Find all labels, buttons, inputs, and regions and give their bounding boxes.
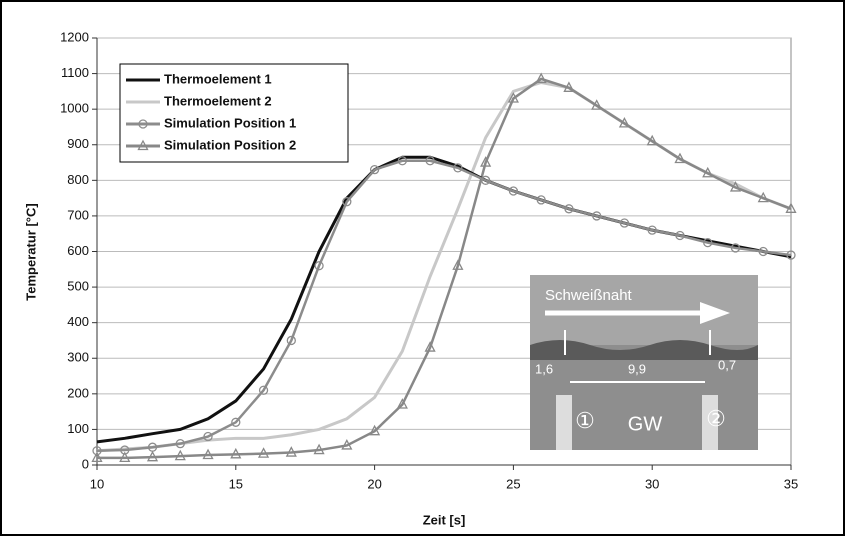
- marker: [147, 442, 158, 452]
- marker: [647, 225, 657, 235]
- marker: [453, 163, 463, 173]
- marker: [730, 243, 741, 253]
- y-tick-label: 200: [67, 385, 89, 400]
- marker: [591, 99, 603, 110]
- inset-label: 9,9: [628, 361, 646, 376]
- x-tick-label: 25: [506, 476, 520, 491]
- marker: [758, 246, 768, 257]
- marker: [674, 152, 686, 164]
- marker: [230, 447, 242, 459]
- marker: [174, 449, 186, 461]
- marker: [425, 156, 435, 166]
- weld-seam: [530, 340, 758, 360]
- marker: [786, 250, 796, 260]
- x-tick-label: 15: [229, 476, 243, 491]
- marker: [313, 443, 325, 455]
- marker: [564, 204, 574, 214]
- y-tick-label: 0: [82, 456, 89, 471]
- legend-label: Simulation Position 1: [164, 115, 296, 130]
- x-tick-label: 35: [784, 476, 798, 491]
- marker: [452, 259, 464, 270]
- y-tick-label: 1200: [60, 29, 89, 44]
- marker: [258, 385, 269, 395]
- marker: [535, 72, 547, 84]
- marker: [508, 186, 519, 196]
- marker: [480, 175, 491, 185]
- marker: [341, 439, 353, 450]
- y-axis-label: Temperatur [°C]: [23, 203, 38, 300]
- marker: [175, 438, 185, 449]
- legend-label: Thermoelement 1: [164, 71, 272, 86]
- inset-photo: Schweißnaht 1,6 9,9 0,7 GW ① ②: [530, 275, 758, 450]
- marker: [138, 119, 148, 129]
- arrow-head: [700, 302, 730, 324]
- marker: [369, 424, 381, 436]
- legend-label: Thermoelement 2: [164, 93, 272, 108]
- y-tick-label: 500: [67, 279, 89, 294]
- legend-label: Simulation Position 2: [164, 137, 296, 152]
- marker: [137, 139, 149, 151]
- inset-label: ①: [575, 408, 595, 433]
- marker: [592, 211, 602, 221]
- marker: [646, 134, 658, 146]
- marker: [424, 341, 436, 352]
- marker: [257, 447, 270, 458]
- thermocouple: [702, 395, 718, 450]
- marker: [507, 92, 519, 103]
- inset-label: GW: [628, 413, 663, 435]
- inset-label: 0,7: [718, 357, 736, 372]
- marker: [397, 156, 408, 166]
- inset-title: Schweißnaht: [545, 287, 633, 304]
- inset-label: 1,6: [535, 361, 553, 376]
- marker: [619, 218, 630, 228]
- marker: [202, 448, 214, 460]
- marker: [203, 431, 213, 442]
- inset-label: ②: [706, 406, 726, 431]
- marker: [92, 446, 102, 456]
- x-tick-label: 30: [645, 476, 659, 491]
- marker: [314, 261, 324, 271]
- marker: [146, 450, 159, 462]
- marker: [702, 166, 714, 178]
- marker: [286, 335, 296, 346]
- series-line: [96, 159, 792, 453]
- marker: [618, 117, 631, 128]
- marker: [675, 230, 685, 241]
- marker: [120, 445, 130, 455]
- marker: [785, 202, 797, 213]
- marker: [480, 156, 492, 167]
- x-axis-label: Zeit [s]: [423, 512, 466, 527]
- marker: [119, 451, 131, 463]
- marker: [342, 197, 352, 207]
- y-tick-label: 300: [67, 350, 89, 365]
- y-tick-label: 400: [67, 314, 89, 329]
- y-tick-label: 100: [67, 421, 89, 436]
- x-tick-label: 20: [367, 476, 381, 491]
- x-tick-label: 10: [90, 476, 104, 491]
- marker: [91, 451, 103, 463]
- marker: [369, 165, 380, 175]
- marker: [285, 446, 297, 457]
- marker: [757, 191, 769, 203]
- series-line: [97, 77, 792, 460]
- marker: [563, 81, 575, 92]
- y-tick-label: 800: [67, 172, 89, 187]
- y-tick-label: 600: [67, 243, 89, 258]
- marker: [729, 181, 742, 192]
- marker: [231, 417, 241, 427]
- y-tick-label: 900: [67, 136, 89, 151]
- marker: [396, 398, 408, 409]
- y-tick-label: 1000: [60, 101, 89, 116]
- thermocouple: [556, 395, 572, 450]
- marker: [536, 195, 546, 205]
- y-tick-label: 700: [67, 207, 89, 222]
- marker: [703, 237, 713, 248]
- y-tick-label: 1100: [61, 65, 89, 80]
